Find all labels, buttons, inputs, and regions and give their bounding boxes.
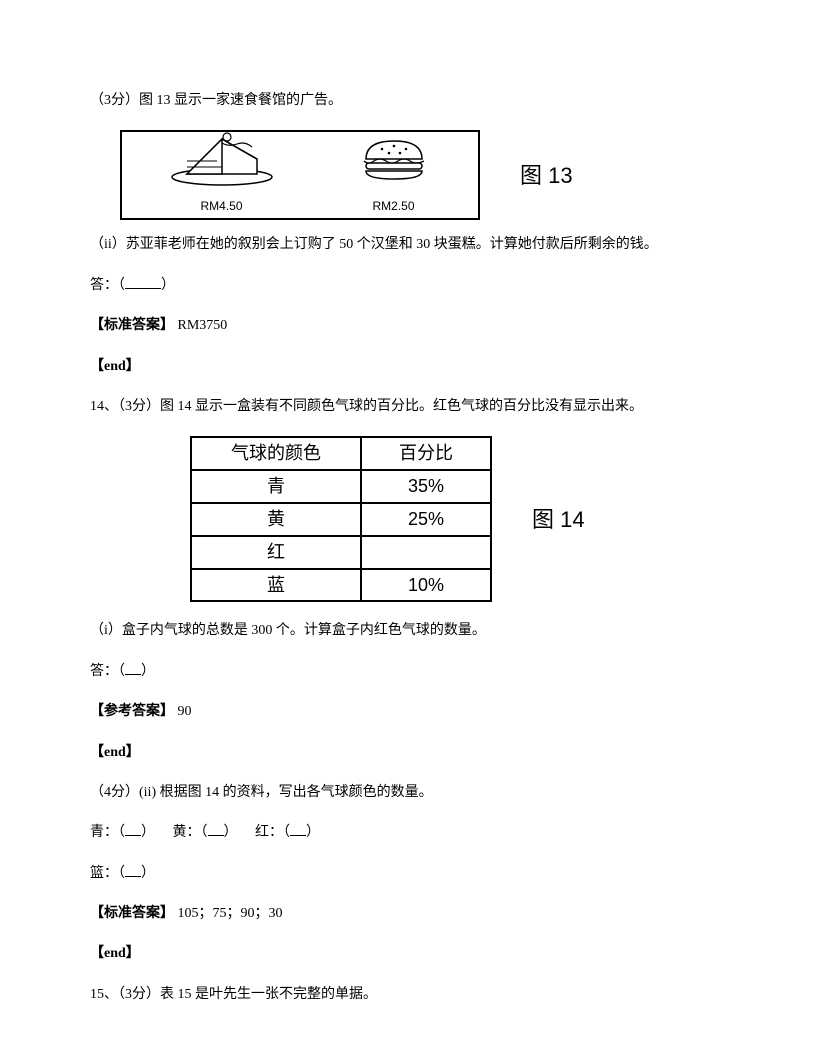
header-color: 气球的颜色 [191, 437, 361, 470]
q14-end-1: 【end】 [90, 742, 726, 764]
burger-item: RM2.50 [354, 129, 434, 217]
cell-percent: 25% [361, 503, 491, 536]
balloon-table: 气球的颜色 百分比 青 35% 黄 25% 红 蓝 10% [190, 436, 492, 602]
std-label: 【标准答案】 [90, 906, 174, 921]
cell-percent: 10% [361, 569, 491, 602]
q14-part-ii-intro: （4分）(ii) 根据图 14 的资料，写出各气球颜色的数量。 [90, 782, 726, 804]
lan-label: 篮：（ [90, 866, 125, 881]
q13-intro: （3分）图 13 显示一家速食餐馆的广告。 [90, 90, 726, 112]
std-answer-value: 105；75；90；30 [174, 906, 283, 921]
ref-label: 【参考答案】 [90, 704, 174, 719]
close: ） [224, 825, 238, 840]
close: ） [306, 825, 320, 840]
ad-box: RM4.50 RM2.50 [120, 130, 480, 220]
close: ） [141, 866, 155, 881]
burger-icon [354, 129, 434, 195]
huang-blank[interactable] [208, 822, 224, 836]
cell-percent: 35% [361, 470, 491, 503]
q14-part-i: （i）盒子内气球的总数是 300 个。计算盒子内红色气球的数量。 [90, 620, 726, 642]
answer-prefix: 答：（ [90, 664, 125, 679]
answer-suffix: ） [141, 664, 155, 679]
cell-color: 黄 [191, 503, 361, 536]
std-answer-value: RM3750 [174, 318, 227, 333]
q15-intro: 15、（3分）表 15 是叶先生一张不完整的单据。 [90, 984, 726, 1006]
answer-blank[interactable] [125, 275, 161, 289]
lan-blank[interactable] [125, 863, 141, 877]
cake-item: RM4.50 [167, 129, 277, 217]
q13-part-ii: （ii）苏亚菲老师在她的叙别会上订购了 50 个汉堡和 30 块蛋糕。计算她付款… [90, 234, 726, 256]
huang-label: 黄：（ [173, 825, 208, 840]
cell-percent [361, 536, 491, 569]
q14-standard-answer: 【标准答案】 105；75；90；30 [90, 903, 726, 925]
q14-intro: 14、（3分）图 14 显示一盒装有不同颜色气球的百分比。红色气球的百分比没有显… [90, 396, 726, 418]
q14-colors-line1: 青：（ ） 黄：（ ） 红：（ ） [90, 822, 726, 844]
hong-label: 红：（ [255, 825, 290, 840]
q14-colors-line2: 篮：（ ） [90, 863, 726, 885]
q13-end: 【end】 [90, 356, 726, 378]
figure-14: 气球的颜色 百分比 青 35% 黄 25% 红 蓝 10% 图 14 [190, 436, 726, 602]
hong-blank[interactable] [290, 822, 306, 836]
q13-answer-line: 答：（ ） [90, 275, 726, 297]
table-row: 青 35% [191, 470, 491, 503]
qing-label: 青：（ [90, 825, 125, 840]
figure-14-label: 图 14 [532, 502, 585, 537]
cake-price: RM4.50 [167, 197, 277, 216]
std-label: 【标准答案】 [90, 318, 174, 333]
cell-color: 青 [191, 470, 361, 503]
q14-end-2: 【end】 [90, 943, 726, 965]
ref-answer-value: 90 [174, 704, 192, 719]
burger-price: RM2.50 [354, 197, 434, 216]
answer-prefix: 答：（ [90, 278, 125, 293]
close: ） [141, 825, 155, 840]
answer-suffix: ） [161, 278, 175, 293]
figure-13: RM4.50 RM2.50 图 13 [120, 130, 726, 220]
q13-standard-answer: 【标准答案】 RM3750 [90, 315, 726, 337]
figure-13-label: 图 13 [520, 158, 573, 193]
q14-ref-answer: 【参考答案】 90 [90, 701, 726, 723]
table-row: 黄 25% [191, 503, 491, 536]
qing-blank[interactable] [125, 822, 141, 836]
table-row: 红 [191, 536, 491, 569]
answer-blank[interactable] [125, 661, 141, 675]
header-percent: 百分比 [361, 437, 491, 470]
q14-answer-line: 答：（ ） [90, 661, 726, 683]
table-header-row: 气球的颜色 百分比 [191, 437, 491, 470]
cake-icon [167, 129, 277, 195]
cell-color: 蓝 [191, 569, 361, 602]
cell-color: 红 [191, 536, 361, 569]
table-row: 蓝 10% [191, 569, 491, 602]
